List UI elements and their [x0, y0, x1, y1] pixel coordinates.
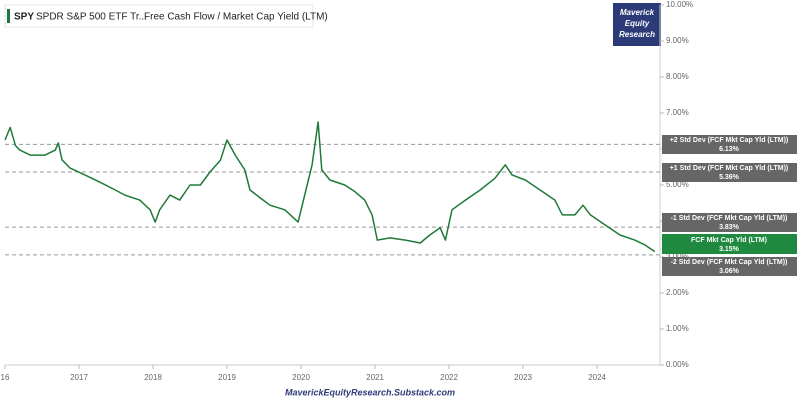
current-label: FCF Mkt Cap Yld (LTM)	[691, 237, 767, 244]
logo-text: Equity	[625, 19, 650, 28]
x-tick-label: 2017	[70, 373, 88, 382]
reference-label: +2 Std Dev (FCF Mkt Cap Yld (LTM))	[670, 137, 789, 144]
reference-label: -1 Std Dev (FCF Mkt Cap Yld (LTM))	[671, 215, 788, 222]
x-tick-label: 2024	[588, 373, 606, 382]
logo-box	[613, 3, 661, 46]
y-tick-label: 5.00%	[666, 180, 689, 189]
x-tick-label: 2022	[440, 373, 458, 382]
logo-text: Maverick	[620, 8, 655, 17]
current-box	[662, 234, 797, 254]
x-tick-label: 2019	[218, 373, 236, 382]
data-line	[4, 121, 656, 253]
reference-box	[662, 213, 797, 232]
ticker: SPY	[14, 12, 34, 23]
header-box	[4, 4, 314, 28]
fund-name: SPDR S&P 500 ETF Tr...	[36, 12, 147, 23]
y-tick-label: 2.00%	[666, 288, 689, 297]
y-tick-label: 0.00%	[666, 360, 689, 369]
y-tick-label: 3.00%	[666, 252, 689, 261]
x-tick-label: 16	[1, 373, 10, 382]
logo-text: Research	[619, 30, 655, 39]
reference-value: 6.13%	[719, 146, 740, 153]
y-tick-label: 7.00%	[666, 108, 689, 117]
y-tick-label: 10.00%	[666, 0, 693, 9]
header-marker	[7, 9, 10, 23]
x-tick-label: 2023	[514, 373, 532, 382]
reference-box	[662, 163, 797, 182]
reference-box	[662, 135, 797, 154]
current-value: 3.15%	[719, 246, 740, 253]
y-tick-label: 8.00%	[666, 72, 689, 81]
reference-value: 3.06%	[719, 268, 740, 275]
reference-label: -2 Std Dev (FCF Mkt Cap Yld (LTM))	[671, 259, 788, 266]
x-tick-label: 2020	[292, 373, 310, 382]
chart-title: Free Cash Flow / Market Cap Yield (LTM)	[144, 12, 328, 23]
x-tick-label: 2018	[144, 373, 162, 382]
y-tick-label: 9.00%	[666, 36, 689, 45]
reference-label: +1 Std Dev (FCF Mkt Cap Yld (LTM))	[670, 165, 789, 172]
source: MaverickEquityResearch.Substack.com	[285, 387, 455, 397]
reference-value: 5.36%	[719, 174, 740, 181]
y-tick-label: 1.00%	[666, 324, 689, 333]
reference-value: 3.83%	[719, 224, 740, 231]
reference-box	[662, 257, 797, 276]
x-tick-label: 2021	[366, 373, 384, 382]
